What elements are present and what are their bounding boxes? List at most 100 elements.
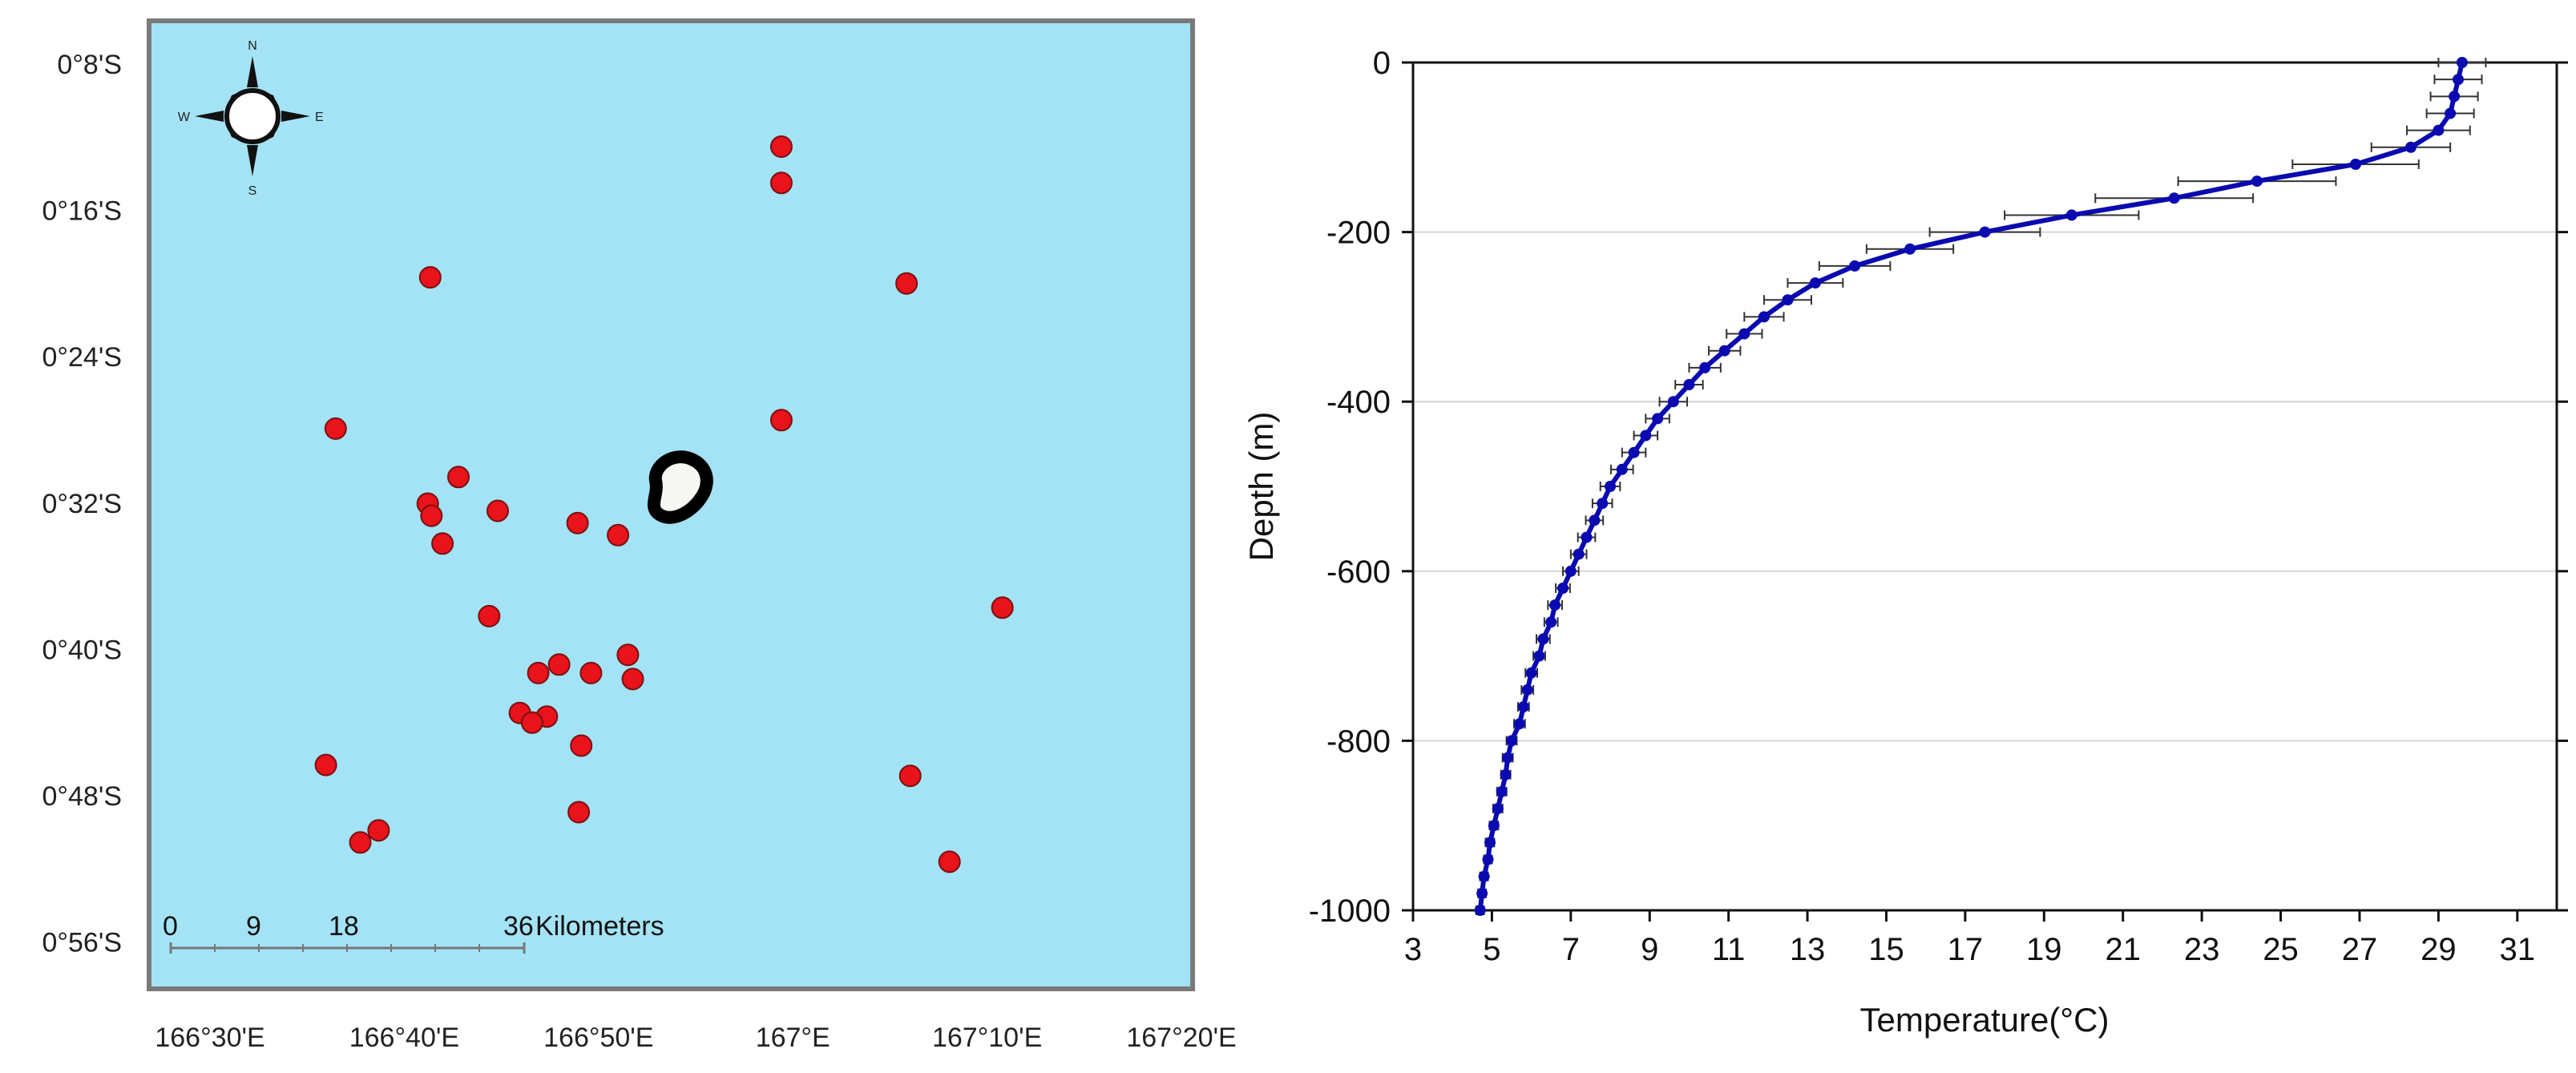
- scale-label-0: 0: [163, 911, 178, 942]
- scale-unit-label: Kilometers: [535, 911, 664, 942]
- station-points: [314, 135, 1014, 873]
- y-tick-label: 0: [1373, 46, 1391, 81]
- x-axis-title: Temperature(°C): [1860, 1001, 2110, 1039]
- x-tick-label: 29: [2421, 932, 2457, 967]
- station-point: [898, 764, 922, 788]
- x-tick-label: 11: [1712, 932, 1746, 967]
- station-point: [567, 801, 591, 824]
- temperature-profile-line: [1477, 62, 2465, 911]
- scale-label-36: 36: [503, 911, 534, 942]
- data-point: [2251, 175, 2263, 188]
- data-point: [2449, 91, 2461, 103]
- data-point: [1589, 514, 1601, 526]
- station-point: [566, 511, 589, 534]
- station-point: [938, 850, 961, 873]
- data-point: [1521, 684, 1533, 696]
- x-tick-label: 31: [2500, 932, 2536, 967]
- profile-ticks: [1402, 61, 2568, 922]
- x-tick-label: 3: [1404, 932, 1422, 967]
- map-longitude-labels: 166°30'E 166°40'E 166°50'E 167°E 167°10'E 167…: [155, 1023, 1236, 1053]
- x-tick-label: 19: [2026, 932, 2062, 967]
- station-point: [487, 499, 509, 522]
- station-point: [616, 643, 640, 667]
- data-point: [1502, 752, 1514, 764]
- data-point: [1979, 226, 1991, 238]
- station-point: [418, 266, 442, 289]
- scale-label-18: 18: [329, 911, 359, 942]
- data-point: [1683, 379, 1695, 390]
- data-point: [1738, 328, 1750, 340]
- data-point: [2433, 124, 2445, 136]
- data-point: [1573, 548, 1585, 560]
- y-tick-label: -1000: [1309, 893, 1391, 929]
- station-point: [547, 653, 571, 676]
- profile-frame: [1411, 61, 2558, 912]
- compass-west-label: W: [178, 111, 191, 124]
- data-point: [1616, 463, 1628, 475]
- map-lat-label: 0°8'S: [57, 50, 122, 80]
- data-point: [1506, 735, 1517, 747]
- x-tick-label: 21: [2105, 932, 2141, 967]
- x-tick-label: 27: [2342, 932, 2378, 967]
- data-point: [1533, 650, 1545, 662]
- station-point: [520, 711, 543, 734]
- profile-gridlines: [1413, 231, 2557, 742]
- data-point: [1496, 785, 1508, 797]
- data-point: [2168, 192, 2180, 204]
- temperature-profile-panel: 0 -200 -400 -600 -800 -1000 3 5 7 9 11 13 15 17 19 21 2…: [1242, 46, 2568, 1039]
- data-point: [1478, 870, 1490, 882]
- data-point: [1549, 599, 1561, 611]
- data-point: [2445, 107, 2457, 119]
- station-point: [420, 504, 443, 527]
- profile-x-tick-labels: 3 5 7 9 11 13 15 17 19 21 23 25 27 29 31: [1404, 932, 2535, 967]
- data-point: [1545, 616, 1557, 628]
- map-lat-label: 0°16'S: [42, 196, 123, 227]
- data-point: [1605, 481, 1616, 492]
- profile-data-points: [1474, 57, 2468, 916]
- y-tick-label: -400: [1326, 385, 1391, 420]
- map-lon-label: 167°E: [756, 1023, 830, 1053]
- compass-icon: N S E W: [178, 39, 324, 198]
- map-lat-label: 0°56'S: [42, 928, 123, 958]
- x-tick-label: 9: [1641, 932, 1658, 967]
- station-point: [607, 523, 630, 547]
- station-point: [895, 272, 919, 295]
- data-point: [1476, 887, 1488, 899]
- data-point: [1904, 243, 1916, 255]
- y-tick-label: -800: [1326, 724, 1391, 759]
- data-point: [1517, 701, 1529, 713]
- data-point: [1482, 853, 1494, 865]
- data-point: [2350, 159, 2361, 170]
- data-point: [1513, 718, 1525, 730]
- data-point: [1809, 277, 1821, 289]
- station-point: [349, 831, 372, 854]
- map-lat-label: 0°40'S: [42, 635, 123, 665]
- data-point: [1500, 768, 1512, 781]
- x-tick-label: 23: [2184, 932, 2220, 967]
- data-point: [1492, 803, 1504, 814]
- x-tick-label: 7: [1562, 932, 1580, 967]
- data-point: [1537, 633, 1549, 645]
- station-point: [447, 466, 470, 489]
- data-point: [1718, 345, 1730, 357]
- map-lat-label: 0°48'S: [42, 781, 123, 812]
- data-point: [1474, 905, 1486, 916]
- map-lat-label: 0°32'S: [42, 489, 123, 519]
- data-point: [1525, 667, 1537, 679]
- map-lon-label: 167°20'E: [1126, 1023, 1236, 1053]
- map-lon-label: 166°50'E: [543, 1023, 653, 1053]
- data-point: [1581, 531, 1593, 543]
- station-point: [367, 819, 390, 842]
- station-point: [324, 417, 347, 440]
- map-lon-label: 166°40'E: [349, 1023, 459, 1053]
- station-point: [570, 734, 593, 757]
- data-point: [1652, 413, 1664, 425]
- island-shape: [648, 450, 713, 524]
- y-tick-label: -600: [1326, 555, 1391, 590]
- data-point: [1849, 260, 1861, 272]
- station-point: [769, 135, 793, 158]
- data-point: [2456, 57, 2468, 68]
- map-lat-label: 0°24'S: [42, 342, 123, 373]
- map-lon-label: 167°10'E: [932, 1023, 1042, 1053]
